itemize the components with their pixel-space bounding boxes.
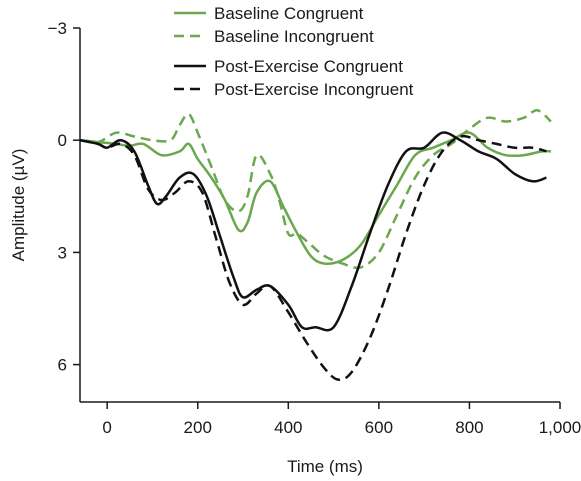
y-axis-title: Amplitude (µV) [9, 149, 28, 262]
series-line-3 [79, 131, 547, 332]
series-lines [79, 109, 552, 381]
y-tick-label: −3 [48, 19, 67, 38]
axes [79, 28, 560, 403]
x-tick-label: 200 [184, 418, 212, 437]
series-line-1 [79, 131, 551, 265]
y-tick-label: 6 [58, 356, 67, 375]
x-tick-label: 400 [274, 418, 302, 437]
y-tick-label: 3 [58, 243, 67, 262]
x-tick-label: 0 [102, 418, 111, 437]
legend-label: Post-Exercise Congruent [214, 57, 403, 76]
legend: Baseline Congruent Baseline Incongruent Po… [174, 4, 414, 99]
x-tick-label: 800 [455, 418, 483, 437]
legend-label: Baseline Incongruent [214, 27, 374, 46]
legend-label: Post-Exercise Incongruent [214, 80, 414, 99]
x-ticks: 0 200 400 600 800 1,000 [102, 402, 581, 437]
series-line-2 [79, 109, 552, 270]
legend-label: Baseline Congruent [214, 4, 364, 23]
y-ticks: −3 0 3 6 [48, 19, 80, 375]
x-tick-label: 600 [365, 418, 393, 437]
x-axis-title: Time (ms) [287, 457, 363, 476]
series-line-4 [79, 134, 547, 381]
x-tick-label: 1,000 [539, 418, 581, 437]
y-tick-label: 0 [58, 131, 67, 150]
